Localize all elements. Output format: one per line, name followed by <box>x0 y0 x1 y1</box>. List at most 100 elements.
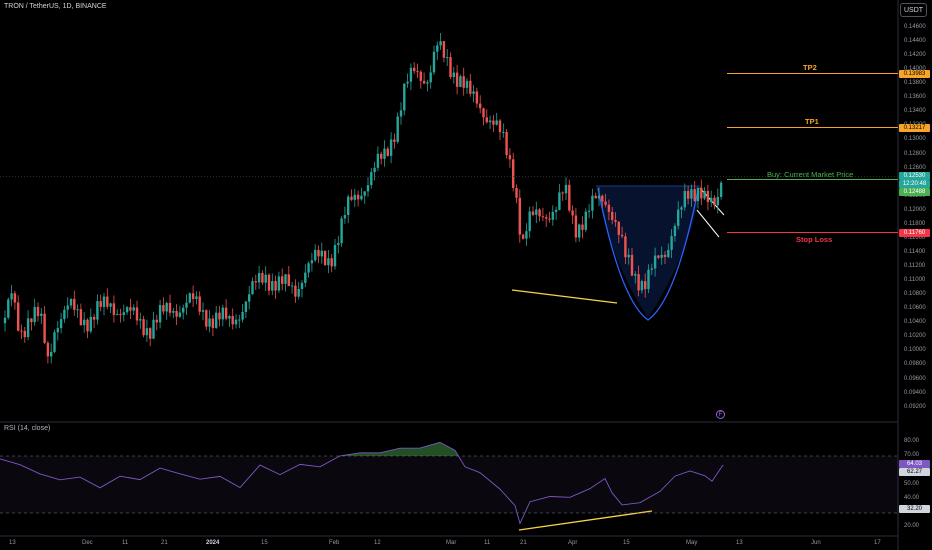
time-tick: 2024 <box>206 540 220 546</box>
candle-body <box>238 319 241 321</box>
candle-body <box>574 215 578 238</box>
currency-button[interactable]: USDT <box>900 3 927 17</box>
candle-body <box>495 120 498 125</box>
candle-body <box>112 303 116 315</box>
candle-body <box>224 307 228 319</box>
current-price-tag: 0.12530 <box>899 172 930 180</box>
price-tick: 0.10200 <box>904 333 926 340</box>
candle-body <box>182 307 185 313</box>
candle-body <box>20 330 23 332</box>
candle-body <box>152 319 155 339</box>
time-tick: Apr <box>568 540 578 546</box>
candle-body <box>109 303 112 307</box>
candle-body <box>683 191 686 208</box>
candle-body <box>129 307 132 311</box>
candle-body <box>135 307 139 321</box>
candle-body <box>376 153 380 168</box>
candle-body <box>449 57 452 78</box>
price-tick: 0.14600 <box>904 24 926 30</box>
drawing-overlays <box>511 185 725 531</box>
candle-body <box>59 319 63 329</box>
candle-body <box>122 312 125 315</box>
candle-body <box>505 131 508 156</box>
candle-body <box>587 210 591 212</box>
candle-body <box>620 234 624 237</box>
candle-body <box>145 328 149 336</box>
candle-body <box>17 302 20 331</box>
candle-body <box>201 310 205 312</box>
candle-body <box>330 258 333 267</box>
candle-body <box>502 131 505 133</box>
candle-body <box>92 316 96 320</box>
candle-body <box>23 330 26 338</box>
cup-pattern-fill <box>596 186 700 318</box>
candle-body <box>317 249 320 257</box>
time-tick: 21 <box>161 540 168 546</box>
price-tick: 0.12800 <box>904 150 926 157</box>
candle-body <box>284 274 287 284</box>
candle-body <box>469 80 472 94</box>
candle-body <box>564 184 568 194</box>
candle-body <box>195 296 198 299</box>
candle-body <box>617 221 620 235</box>
candle-body <box>198 296 201 312</box>
candle-body <box>241 312 244 320</box>
candle-body <box>485 117 488 123</box>
candle-body <box>482 108 485 118</box>
candle-body <box>706 191 710 203</box>
price-tick: 0.10800 <box>904 291 926 298</box>
candle-body <box>314 249 317 261</box>
candle-body <box>479 103 482 109</box>
stop-loss-label: Stop Loss <box>796 235 833 244</box>
candle-body <box>548 218 551 220</box>
candle-body <box>356 194 360 200</box>
flag-lower-line <box>696 209 720 238</box>
price-tick: 0.11000 <box>904 277 926 284</box>
rsi-indicator-label[interactable]: RSI (14, close) <box>4 425 51 432</box>
time-tick: 12 <box>374 540 381 546</box>
rsi-tick: 50.00 <box>904 480 920 487</box>
candle-body <box>56 328 59 333</box>
candle-body <box>327 258 330 266</box>
candle-body <box>248 294 251 302</box>
candle-body <box>386 148 389 156</box>
price-tick: 0.14200 <box>904 52 926 59</box>
candle-body <box>83 319 86 326</box>
candle-body <box>69 298 73 306</box>
time-tick: 11 <box>122 540 129 546</box>
candle-body <box>551 211 554 220</box>
candle-body <box>3 317 7 324</box>
candle-body <box>175 310 178 317</box>
price-tick: 0.13800 <box>904 80 926 87</box>
candle-body <box>604 201 607 205</box>
candle-body <box>472 91 475 94</box>
candle-body <box>634 274 637 276</box>
price-tick: 0.09800 <box>904 361 926 368</box>
price-tick: 0.14400 <box>904 38 926 45</box>
symbol-title[interactable]: TRON / TetherUS, 1D, BINANCE <box>4 3 107 10</box>
price-divergence-trendline <box>511 289 618 304</box>
candle-body <box>554 209 558 212</box>
candle-body <box>218 312 221 320</box>
candle-body <box>333 245 337 267</box>
event-flag-icon[interactable]: F <box>716 410 725 419</box>
price-tick: 0.11200 <box>904 263 926 270</box>
candle-body <box>337 243 340 246</box>
candle-body <box>139 319 142 321</box>
candle-body <box>155 319 158 323</box>
candle-body <box>710 197 713 203</box>
grid-lines <box>0 0 899 550</box>
candle-body <box>680 207 683 210</box>
candle-body <box>40 313 43 317</box>
candle-body <box>492 120 495 125</box>
rsi-tick: 20.00 <box>904 523 920 530</box>
candle-body <box>647 269 650 290</box>
time-tick: 13 <box>9 540 16 546</box>
candle-body <box>422 80 426 84</box>
candle-body <box>360 195 363 200</box>
candle-body <box>703 191 706 199</box>
candle-body <box>521 234 525 239</box>
level-lines <box>0 73 898 233</box>
countdown-tag: 12:20:48 <box>899 180 930 188</box>
